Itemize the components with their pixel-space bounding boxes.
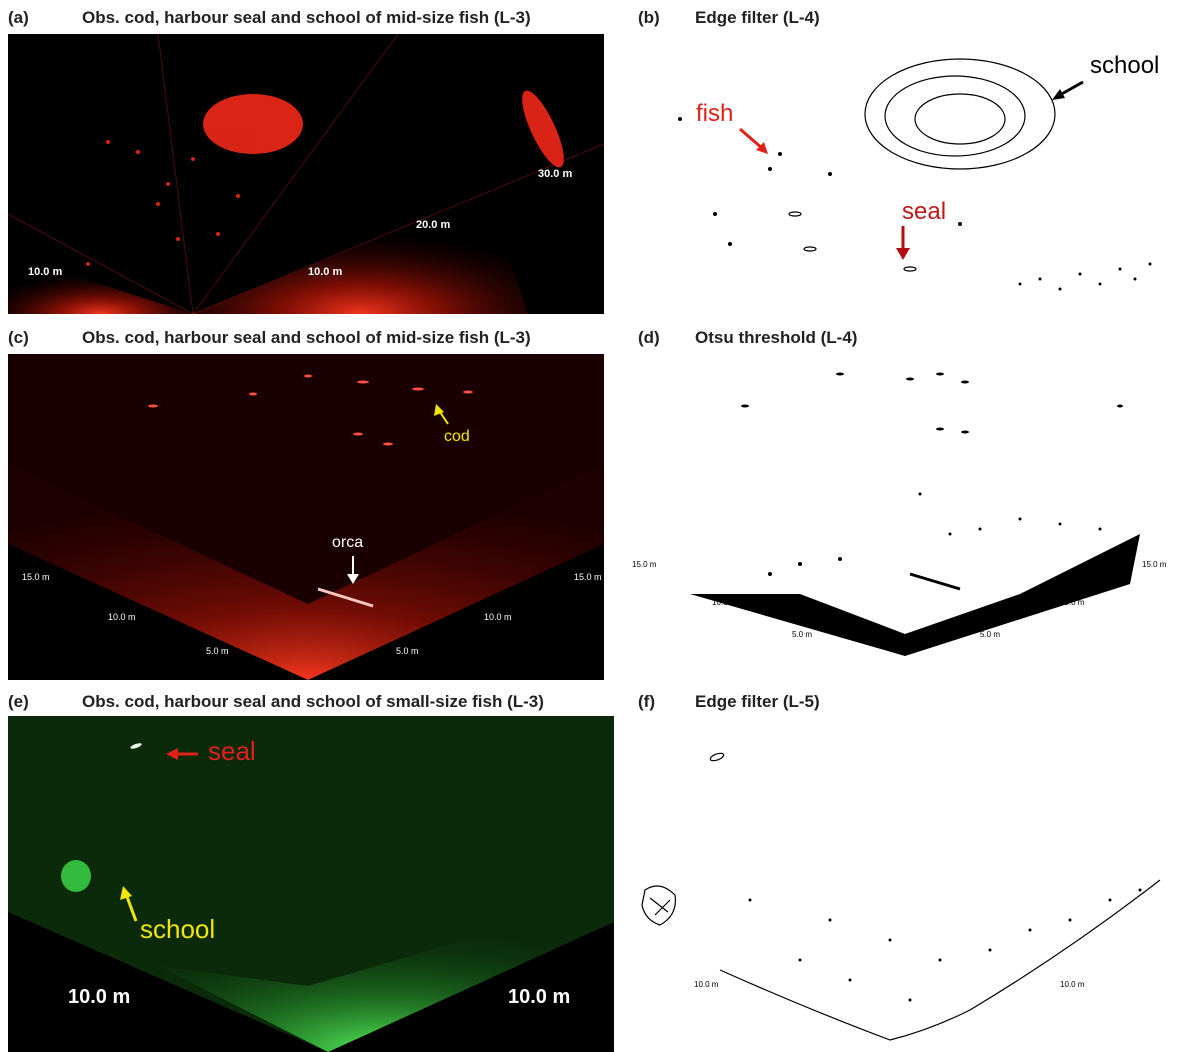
scale-label: 10.0 m bbox=[484, 612, 512, 622]
cod-arrow bbox=[434, 404, 449, 425]
school-arrow bbox=[120, 886, 138, 922]
cod-echoes bbox=[148, 374, 473, 446]
scale-label: 5.0 m bbox=[206, 646, 229, 656]
sonar-fan bbox=[158, 896, 614, 1052]
panel-e-svg bbox=[8, 716, 614, 1052]
annotation-school: school bbox=[140, 914, 216, 944]
fish-arrow bbox=[739, 127, 768, 154]
fan-contour bbox=[719, 879, 1161, 1041]
panel-d-title: Otsu threshold (L-4) bbox=[695, 328, 858, 347]
panel-b-svg bbox=[678, 58, 1152, 291]
scale-label: 10.0 m bbox=[28, 266, 63, 278]
panel-a-letter: (a) bbox=[8, 8, 29, 27]
scale-label: 5.0 m bbox=[792, 630, 813, 639]
panel-c-sonar-image: cod orca 15.0 m 15.0 m 10.0 m 10.0 m 5.0… bbox=[8, 354, 604, 680]
sonar-fan-left bbox=[8, 254, 193, 314]
otsu-speckles bbox=[741, 372, 1123, 576]
orca-arrow bbox=[347, 556, 359, 584]
sonar-beam-lines bbox=[8, 34, 604, 314]
panel-e-letter: (e) bbox=[8, 692, 29, 711]
panel-e-sonar-image: seal school 10.0 m 10.0 m bbox=[8, 716, 614, 1052]
school-contour bbox=[864, 58, 1056, 170]
school-echo bbox=[203, 94, 303, 154]
sonar-fan bbox=[8, 464, 604, 680]
otsu-fan-blob bbox=[690, 534, 1140, 656]
panel-d-letter: (d) bbox=[638, 328, 660, 347]
seal-contour bbox=[903, 266, 917, 272]
scale-label: 15.0 m bbox=[574, 572, 602, 582]
panel-e-title: Obs. cod, harbour seal and school of sma… bbox=[82, 692, 544, 711]
school-echo bbox=[61, 860, 91, 892]
scale-label: 15.0 m bbox=[632, 560, 657, 569]
annotation-orca: orca bbox=[332, 534, 364, 551]
scale-label: 5.0 m bbox=[980, 630, 1001, 639]
panel-b-letter: (b) bbox=[638, 8, 660, 27]
scale-label: 10.0 m bbox=[108, 612, 136, 622]
scale-label: 10.0 m bbox=[308, 266, 343, 278]
scale-label: 10.0 m bbox=[694, 980, 719, 989]
panel-a-title: Obs. cod, harbour seal and school of mid… bbox=[82, 8, 531, 27]
panel-f-svg bbox=[641, 752, 1161, 1041]
panel-c-title: Obs. cod, harbour seal and school of mid… bbox=[82, 328, 531, 347]
scale-label: 10.0 m bbox=[68, 986, 131, 1008]
seal-echo bbox=[130, 743, 142, 749]
scale-label: 30.0 m bbox=[538, 168, 573, 180]
seal-echo bbox=[522, 90, 564, 168]
orca-echo bbox=[317, 587, 374, 608]
panel-f-title: Edge filter (L-5) bbox=[695, 692, 820, 711]
school-contour bbox=[641, 885, 677, 926]
panel-d-otsu-image: 15.0 m 15.0 m 10.0 m 10.0 m 5.0 m 5.0 m bbox=[620, 354, 1178, 660]
panel-b-title: Edge filter (L-4) bbox=[695, 8, 820, 27]
sonar-echo-scatter bbox=[86, 90, 564, 266]
panel-f-letter: (f) bbox=[638, 692, 655, 711]
annotation-fish: fish bbox=[696, 100, 734, 127]
otsu-orca bbox=[909, 572, 961, 591]
edge-speckles bbox=[748, 888, 1142, 1002]
edge-speckles bbox=[678, 117, 1152, 291]
scale-label: 15.0 m bbox=[1142, 560, 1167, 569]
annotation-cod: cod bbox=[444, 428, 470, 445]
panel-c-svg bbox=[8, 354, 604, 680]
scale-label: 5.0 m bbox=[396, 646, 419, 656]
seal-arrow bbox=[896, 226, 910, 260]
annotation-school: school bbox=[1090, 52, 1160, 79]
scale-label: 15.0 m bbox=[22, 572, 50, 582]
annotation-seal: seal bbox=[902, 198, 947, 225]
sonar-fan-right bbox=[193, 194, 528, 314]
panel-f-edge-image: 10.0 m 10.0 m bbox=[630, 720, 1178, 1048]
school-arrow bbox=[1052, 80, 1084, 100]
seal-contour bbox=[709, 752, 725, 762]
scale-label: 10.0 m bbox=[1060, 598, 1085, 607]
sector-mask-left bbox=[8, 544, 308, 680]
panel-b-edge-image: fish seal school bbox=[630, 34, 1178, 304]
edge-contours bbox=[788, 58, 1056, 272]
panel-a-svg bbox=[8, 34, 604, 314]
scale-label: 10.0 m bbox=[712, 598, 737, 607]
seal-arrow bbox=[166, 748, 198, 760]
scale-label: 10.0 m bbox=[508, 986, 571, 1008]
annotation-seal: seal bbox=[208, 736, 256, 766]
edge-contours bbox=[641, 752, 1161, 1041]
scale-label: 20.0 m bbox=[416, 219, 451, 231]
panel-d-svg bbox=[690, 372, 1140, 656]
sector-mask-right bbox=[308, 544, 604, 680]
panel-a-sonar-image: 10.0 m 10.0 m 20.0 m 30.0 m bbox=[8, 34, 604, 314]
panel-c-letter: (c) bbox=[8, 328, 29, 347]
scale-label: 10.0 m bbox=[1060, 980, 1085, 989]
